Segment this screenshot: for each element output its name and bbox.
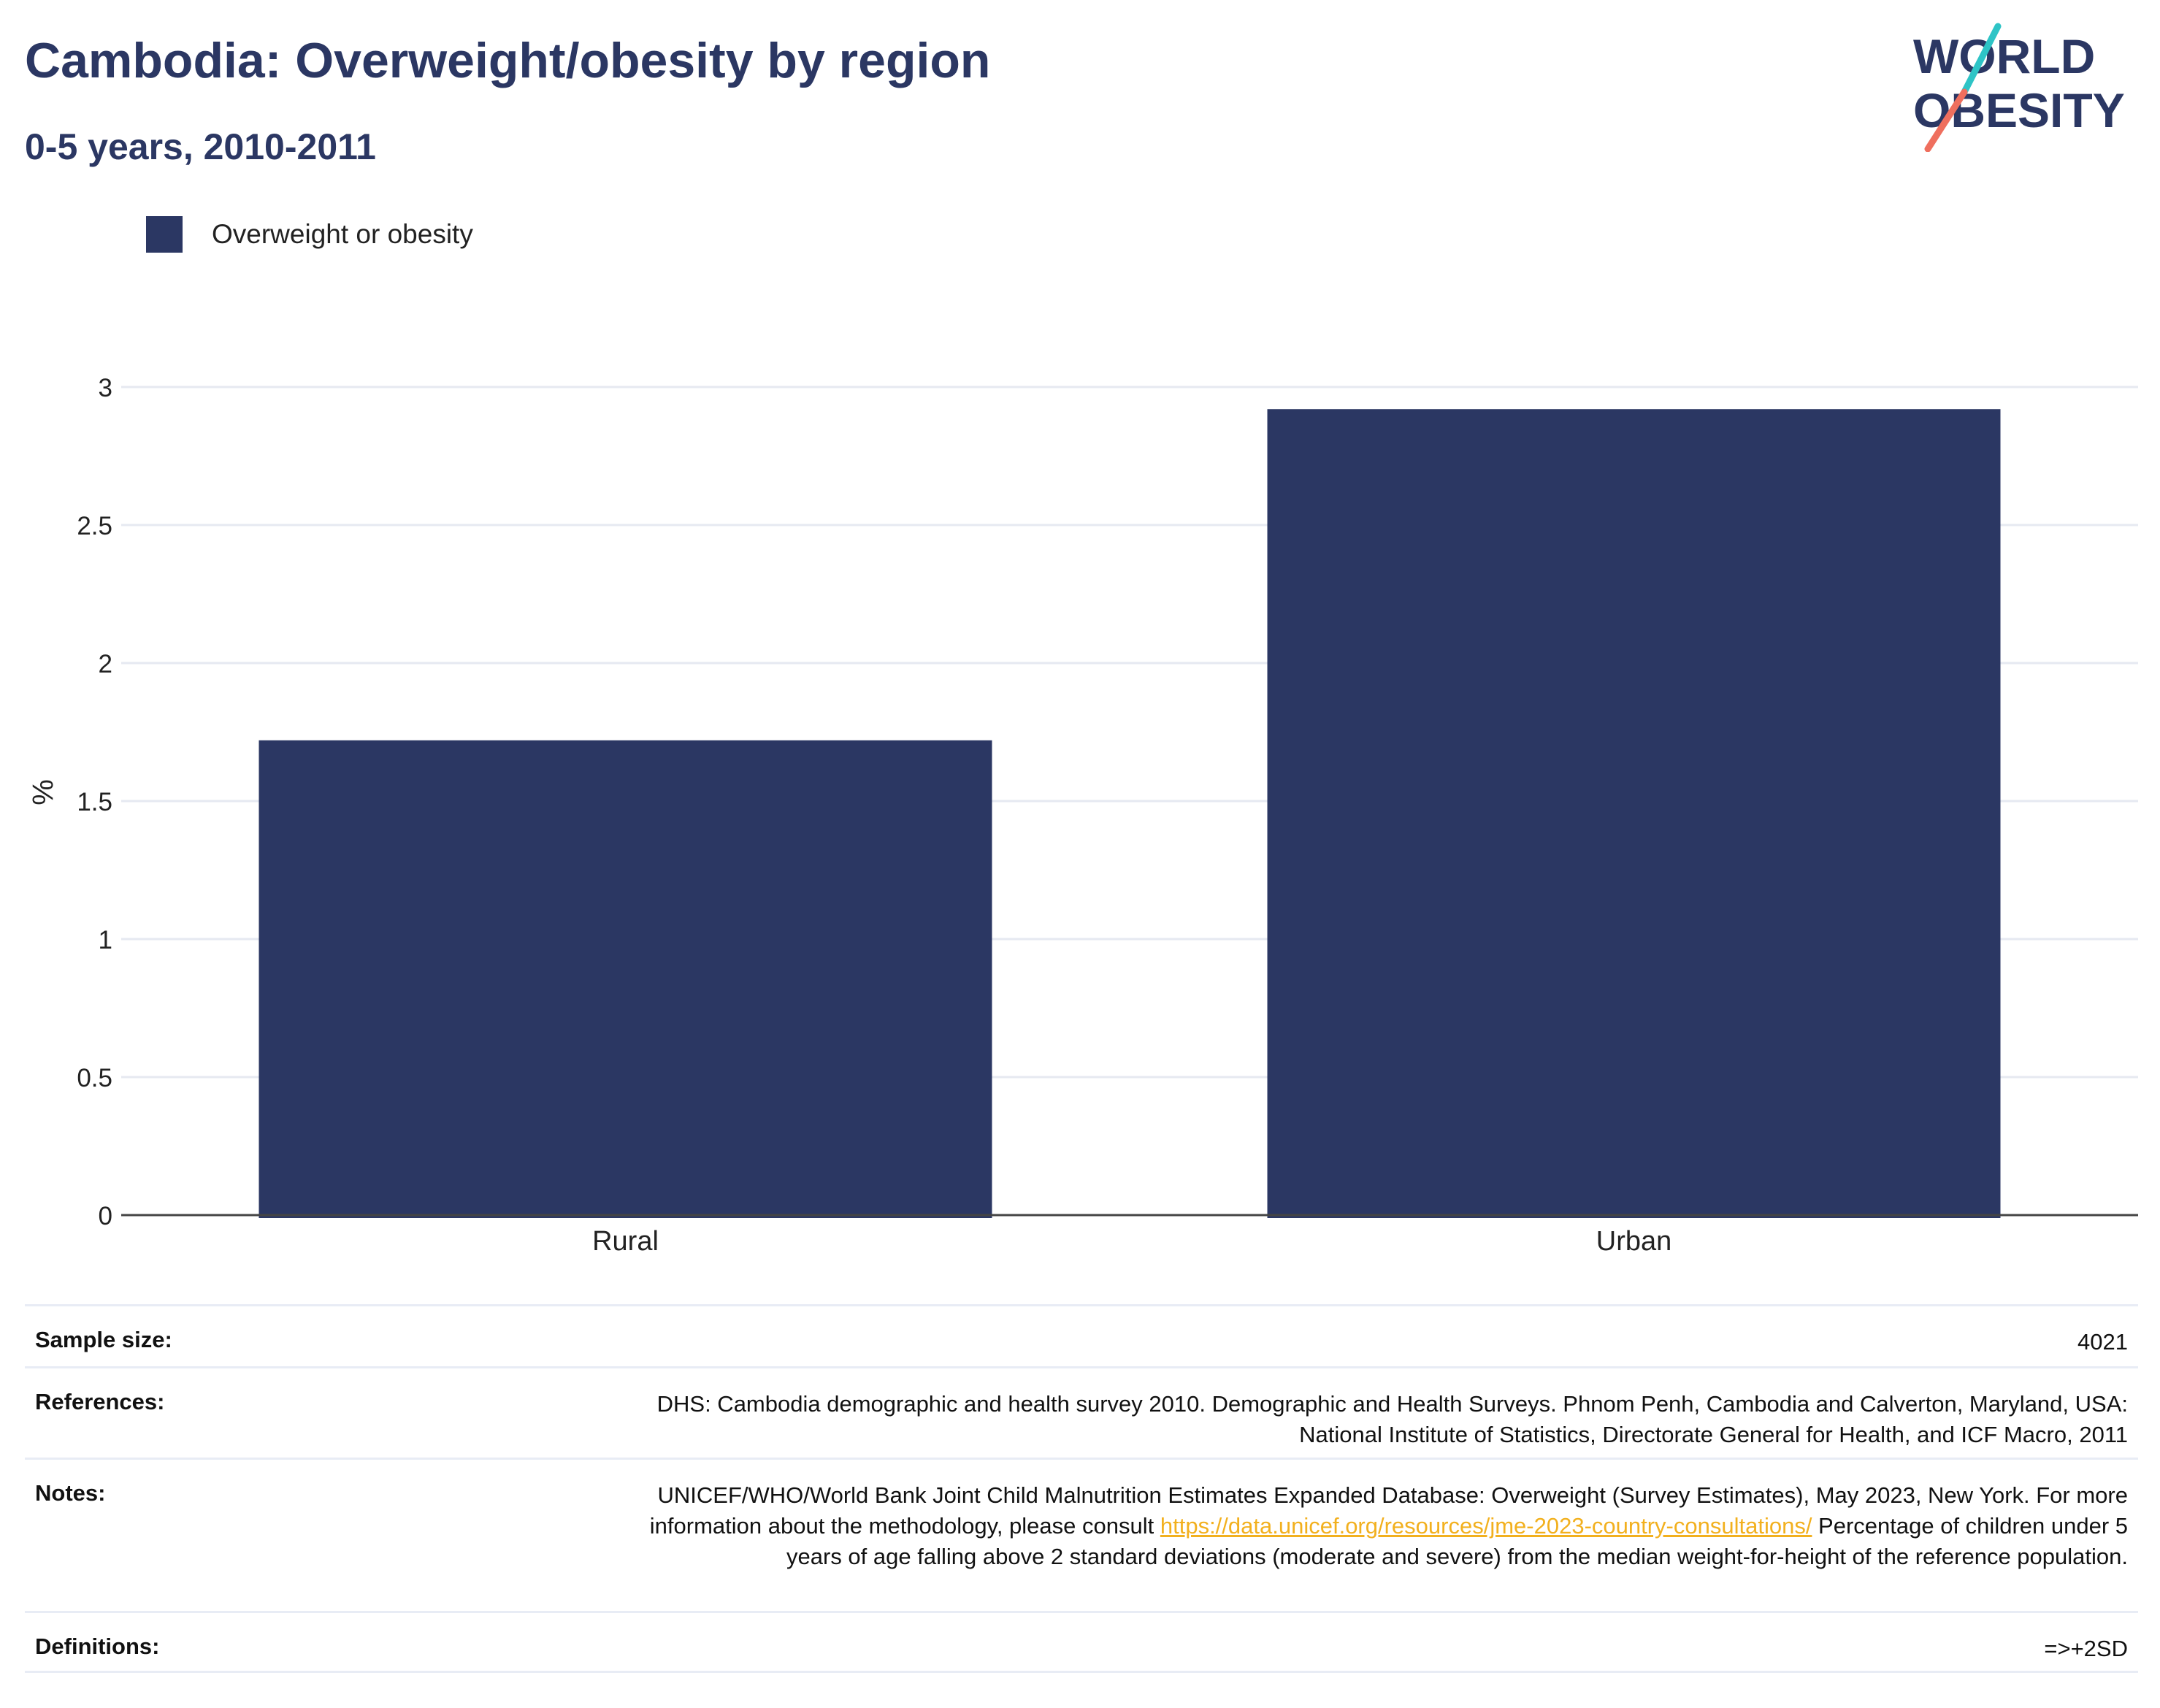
notes-link[interactable]: https://data.unicef.org/resources/jme-20… (1160, 1513, 1812, 1539)
references-label: References: (35, 1389, 165, 1414)
sample-size-value: 4021 (2077, 1329, 2128, 1355)
info-table: Sample size: 4021 References: DHS: Cambo… (25, 1304, 2138, 1673)
notes-value: UNICEF/WHO/World Bank Joint Child Malnut… (594, 1480, 2128, 1572)
logo-line-1: WORLD (1913, 29, 2095, 83)
logo-slash-coral (1924, 88, 1968, 152)
info-row-notes: Notes: UNICEF/WHO/World Bank Joint Child… (25, 1458, 2138, 1611)
info-row-references: References: DHS: Cambodia demographic an… (25, 1366, 2138, 1458)
notes-text-after: Percentage of children under 5 years of … (786, 1513, 2128, 1569)
logo-slash-teal (1961, 23, 2002, 96)
world-obesity-logo: WORLD OBESITY (1913, 23, 2125, 152)
definitions-label: Definitions: (35, 1634, 160, 1659)
y-tick-label: 1.5 (77, 788, 112, 816)
chart-title: Cambodia: Overweight/obesity by region (25, 33, 991, 88)
definitions-value: =>+2SD (2044, 1636, 2128, 1661)
y-tick-label: 1 (99, 926, 112, 954)
references-value: DHS: Cambodia demographic and health sur… (656, 1391, 2128, 1447)
chart-subtitle: 0-5 years, 2010-2011 (25, 126, 376, 167)
y-tick-label: 0.5 (77, 1064, 112, 1092)
info-row-definitions: Definitions: =>+2SD (25, 1611, 2138, 1673)
notes-text-before: UNICEF/WHO/World Bank Joint Child Malnut… (649, 1482, 2128, 1539)
legend-swatch (146, 216, 183, 253)
legend-label: Overweight or obesity (212, 219, 473, 249)
bar-chart: 0 0.5 1 1.5 2 2.5 3 Rural Urban (77, 374, 2138, 1257)
logo-line-2: OBESITY (1913, 83, 2125, 137)
y-tick-label: 2 (99, 650, 112, 678)
y-tick-label: 3 (99, 374, 112, 402)
sample-size-label: Sample size: (35, 1327, 172, 1352)
x-tick-label: Urban (1596, 1226, 1672, 1257)
bar-rural (258, 740, 992, 1218)
legend: Overweight or obesity (146, 216, 473, 253)
x-tick-label: Rural (592, 1226, 659, 1257)
y-tick-label: 0 (99, 1202, 112, 1230)
bar-urban (1267, 409, 2001, 1218)
notes-label: Notes: (35, 1480, 106, 1506)
y-tick-label: 2.5 (77, 512, 112, 540)
info-row-sample-size: Sample size: 4021 (25, 1304, 2138, 1366)
